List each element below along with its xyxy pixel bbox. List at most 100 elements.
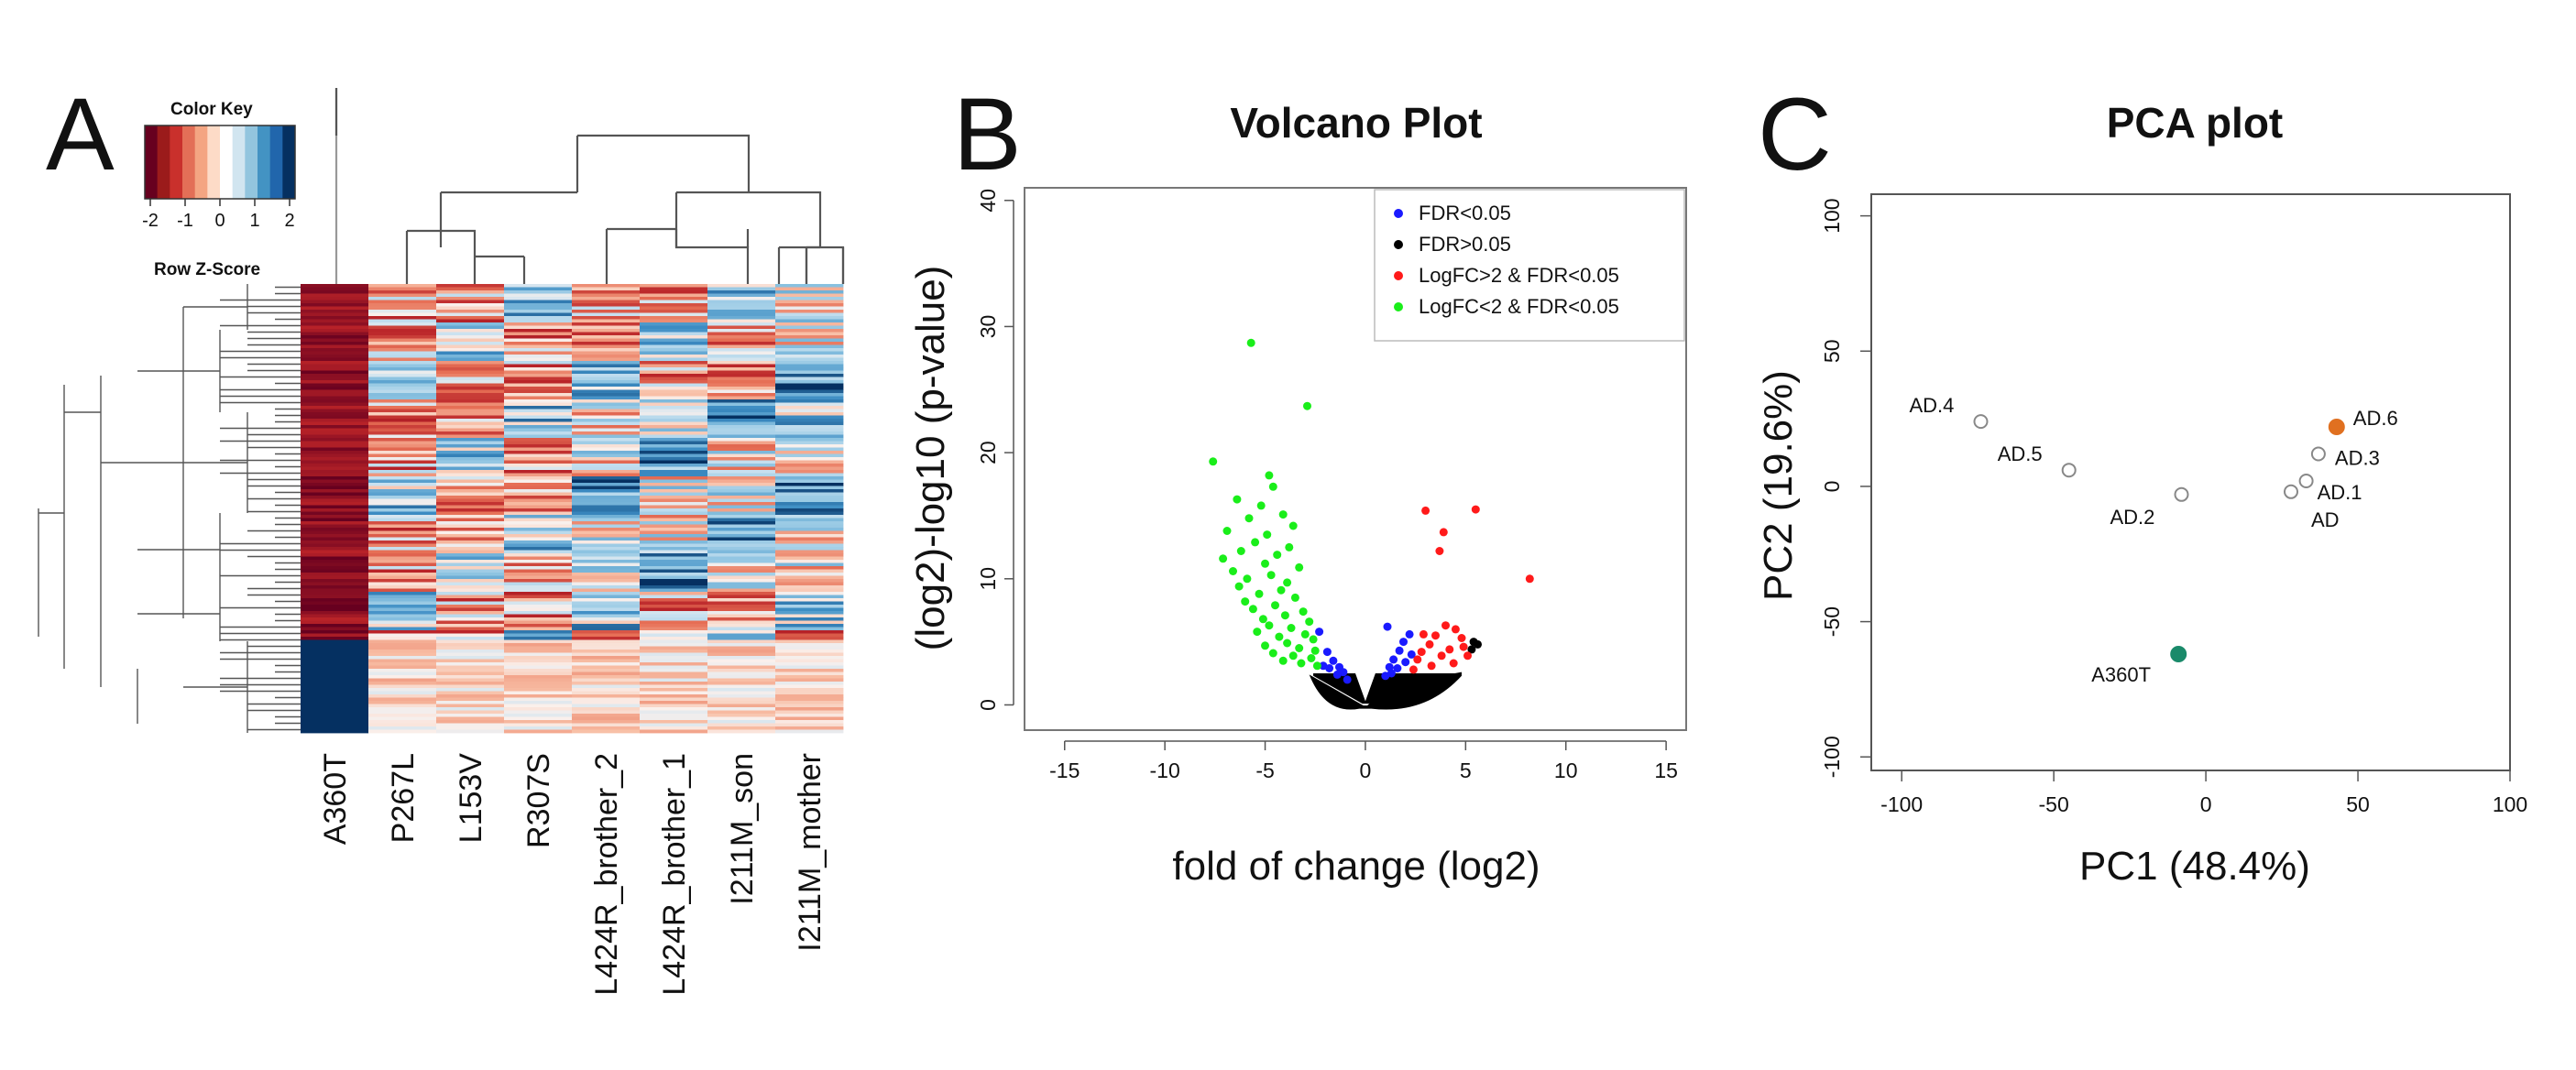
heatmap-cell [707, 671, 776, 676]
heatmap-cell [504, 707, 573, 711]
pca-point [2328, 419, 2345, 435]
heatmap-cell [301, 402, 369, 407]
heatmap-cell [301, 415, 369, 420]
heatmap-cell [301, 374, 369, 377]
heatmap-cell [368, 639, 437, 644]
heatmap-cell [572, 344, 641, 349]
heatmap-cell [707, 355, 776, 358]
heatmap-cell [572, 389, 641, 394]
volcano-point [1431, 631, 1440, 640]
heatmap-cell [368, 297, 437, 300]
heatmap-cell [436, 505, 505, 509]
heatmap-cell [707, 332, 776, 336]
heatmap-cell [572, 335, 641, 339]
heatmap-cell [301, 319, 369, 323]
heatmap-cell [707, 566, 776, 570]
heatmap-cell [707, 380, 776, 384]
heatmap-cell [368, 729, 437, 734]
heatmap-cell [368, 498, 437, 503]
heatmap-cell [640, 637, 708, 640]
volcano-point [1329, 656, 1338, 665]
heatmap-cell [572, 425, 641, 429]
heatmap-cell [707, 547, 776, 551]
volcano-point [1387, 669, 1396, 678]
heatmap-cell [775, 322, 844, 326]
volcano-funnel-notch [1356, 671, 1375, 701]
heatmap-cell [707, 406, 776, 409]
heatmap-cell [436, 374, 505, 377]
heatmap-cell [436, 716, 505, 721]
heatmap-cell [572, 434, 641, 439]
pca-point [2174, 486, 2189, 502]
heatmap-cell [368, 300, 437, 304]
heatmap-cell [640, 374, 708, 377]
heatmap-cell [368, 466, 437, 471]
heatmap-cell [640, 575, 708, 580]
heatmap-cell [301, 290, 369, 294]
heatmap-cell [707, 684, 776, 689]
heatmap-cell [707, 537, 776, 541]
heatmap-cell [640, 601, 708, 606]
heatmap-cell [436, 714, 505, 717]
volcano-point [1471, 505, 1480, 514]
volcano-point [1241, 597, 1250, 606]
heatmap-cell [436, 601, 505, 606]
heatmap-cell [775, 464, 844, 467]
heatmap-cell [707, 357, 776, 362]
heatmap-cell [572, 707, 641, 711]
heatmap-cell [504, 380, 573, 384]
heatmap-cell [707, 502, 776, 506]
heatmap-cell [504, 585, 573, 589]
heatmap-cell [368, 710, 437, 715]
heatmap-cell [504, 508, 573, 512]
heatmap-cell [436, 483, 505, 486]
heatmap-cell [301, 361, 369, 365]
heatmap-cell [436, 518, 505, 522]
heatmap-cell [301, 582, 369, 586]
heatmap-cell [775, 669, 844, 672]
heatmap-cell [436, 322, 505, 326]
heatmap-cell [775, 479, 844, 484]
heatmap-column-label: L153V [454, 753, 488, 844]
heatmap-cell [775, 489, 844, 493]
volcano-point [1307, 654, 1316, 662]
heatmap-cell [368, 592, 437, 595]
heatmap-cell [572, 669, 641, 672]
heatmap-cell [368, 348, 437, 352]
heatmap-cell [775, 582, 844, 586]
heatmap-cell [572, 351, 641, 355]
heatmap-cell [775, 483, 844, 486]
heatmap-cell [775, 630, 844, 634]
volcano-legend-marker [1394, 209, 1403, 218]
heatmap-cell [640, 723, 708, 727]
pca-x-ticks: -100 -50 0 50 100 [1880, 770, 2527, 816]
heatmap-cell [301, 646, 369, 650]
heatmap-cell [368, 588, 437, 593]
heatmap-cell [301, 332, 369, 336]
heatmap-cell [368, 720, 437, 724]
heatmap-cell [775, 383, 844, 388]
heatmap-cell [504, 415, 573, 420]
heatmap-cell [368, 316, 437, 320]
heatmap-cell [572, 607, 641, 612]
heatmap-cell [572, 650, 641, 653]
heatmap-cell [504, 617, 573, 621]
heatmap-cell [436, 406, 505, 409]
heatmap-cell [572, 543, 641, 548]
volcano-y-ticks: 0 10 20 30 40 [976, 189, 1014, 711]
heatmap-cell [572, 428, 641, 432]
pca-x-tick-label: 0 [2200, 792, 2212, 816]
heatmap-cell [775, 675, 844, 679]
heatmap-cell [640, 466, 708, 471]
heatmap-cell [572, 684, 641, 689]
heatmap-cell [504, 297, 573, 300]
heatmap-cell [301, 553, 369, 557]
heatmap-cell [775, 361, 844, 365]
heatmap-cell [707, 310, 776, 313]
heatmap-cell [436, 521, 505, 525]
heatmap-cell [301, 630, 369, 634]
heatmap-cell [640, 310, 708, 313]
heatmap-cell [572, 569, 641, 573]
heatmap-cell [572, 476, 641, 480]
heatmap-cell [368, 460, 437, 464]
